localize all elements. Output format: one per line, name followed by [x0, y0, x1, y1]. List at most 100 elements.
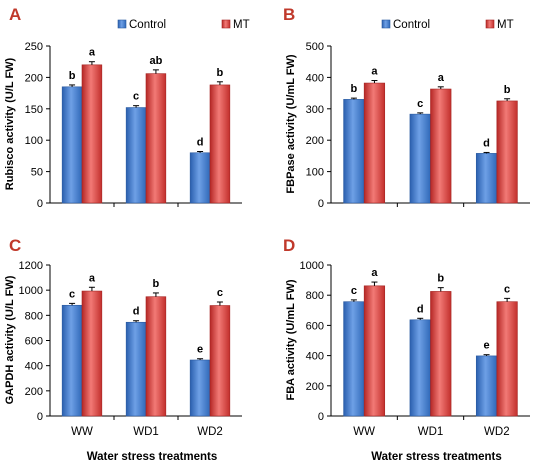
- significance-letter: d: [197, 137, 204, 149]
- panel-letter: C: [9, 236, 21, 255]
- x-category-label: WW: [353, 426, 375, 438]
- significance-letter: a: [438, 72, 445, 84]
- bar-control: [125, 107, 147, 204]
- y-tick-label: 100: [306, 167, 324, 179]
- bar-control: [189, 152, 211, 204]
- y-tick-label: 200: [306, 135, 324, 147]
- bar-mt: [81, 290, 103, 417]
- significance-letter: b: [437, 273, 444, 285]
- x-axis-title: Water stress treatments: [87, 451, 218, 463]
- bar-mt: [496, 301, 518, 417]
- bar-control: [189, 359, 211, 417]
- y-tick-label: 150: [25, 104, 43, 116]
- legend-swatch-control: [381, 19, 391, 29]
- y-tick-label: 600: [25, 336, 43, 348]
- bar-control: [409, 319, 431, 417]
- bar-mt: [81, 64, 103, 204]
- bar-mt: [363, 285, 386, 417]
- significance-letter: a: [89, 47, 96, 59]
- y-tick-label: 300: [306, 104, 324, 116]
- y-tick-label: 0: [37, 411, 43, 423]
- significance-letter: b: [153, 278, 160, 290]
- bar-mt: [145, 296, 167, 417]
- significance-letter: d: [483, 137, 490, 149]
- y-axis-title: FBPase activity (U/mL FW): [285, 54, 297, 193]
- bar-control: [343, 301, 365, 417]
- significance-letter: b: [351, 83, 358, 95]
- legend: Control MT: [117, 19, 250, 31]
- bar-control: [343, 99, 365, 204]
- bar-control: [125, 321, 147, 417]
- significance-letter: c: [504, 283, 510, 295]
- y-axis-title: Rubisco activity (U/L FW): [4, 57, 16, 190]
- significance-letter: e: [197, 344, 203, 356]
- legend: Control MT: [381, 19, 514, 31]
- bar-mt: [363, 82, 386, 204]
- significance-letter: b: [217, 67, 224, 79]
- significance-letter: a: [371, 66, 378, 78]
- x-category-label: WD1: [418, 426, 444, 438]
- x-category-label: WD2: [197, 426, 223, 438]
- bar-mt: [145, 73, 167, 204]
- significance-letter: ab: [149, 55, 162, 67]
- y-tick-label: 500: [306, 41, 324, 53]
- x-category-label: WD1: [133, 426, 159, 438]
- bar-mt: [209, 84, 231, 204]
- bar-control: [61, 304, 83, 417]
- y-tick-label: 400: [25, 361, 43, 373]
- y-axis-title: FBA activity (U/mL FW): [285, 279, 297, 400]
- y-tick-label: 200: [306, 381, 324, 393]
- legend-label-mt: MT: [497, 19, 514, 31]
- y-tick-label: 250: [25, 41, 43, 53]
- y-tick-label: 400: [306, 72, 324, 84]
- y-tick-label: 800: [25, 310, 43, 322]
- y-tick-label: 600: [306, 320, 324, 332]
- bar-mt: [430, 291, 452, 417]
- chart-panel-b: B FBPase activity (U/mL FW) 0 100 200 300 400 5…: [283, 5, 530, 210]
- chart-panel-d: D FBA activity (U/mL FW) 0 200 400 600 800 1000…: [283, 236, 530, 463]
- y-tick-label: 0: [37, 198, 43, 210]
- y-tick-label: 1000: [19, 285, 43, 297]
- panel-letter: A: [9, 5, 21, 24]
- bar-mt: [209, 305, 231, 417]
- legend-swatch-control: [117, 19, 127, 29]
- y-tick-label: 100: [25, 135, 43, 147]
- legend-label-mt: MT: [233, 19, 250, 31]
- significance-letter: c: [351, 285, 357, 297]
- y-tick-label: 400: [306, 351, 324, 363]
- bar-control: [409, 113, 431, 204]
- significance-letter: c: [217, 287, 223, 299]
- significance-letter: b: [504, 84, 511, 96]
- significance-letter: b: [69, 70, 76, 82]
- bar-control: [475, 153, 498, 204]
- panel-letter: B: [283, 5, 295, 24]
- bar-control: [475, 355, 498, 417]
- y-tick-label: 50: [31, 167, 43, 179]
- x-category-label: WD2: [484, 426, 510, 438]
- chart-panel-c: C GAPDH activity (U/L FW) 0 200 400 600 800 100…: [4, 236, 242, 463]
- significance-letter: c: [133, 91, 139, 103]
- panel-letter: D: [283, 236, 295, 255]
- y-tick-label: 800: [306, 290, 324, 302]
- significance-letter: a: [89, 272, 96, 284]
- legend-label-control: Control: [129, 19, 166, 31]
- x-axis-title: Water stress treatments: [371, 451, 502, 463]
- significance-letter: a: [371, 267, 378, 279]
- y-tick-label: 1200: [19, 260, 43, 272]
- significance-letter: d: [133, 306, 140, 318]
- legend-swatch-mt: [221, 19, 231, 29]
- significance-letter: c: [69, 288, 75, 300]
- bar-mt: [430, 88, 452, 204]
- y-axis-title: GAPDH activity (U/L FW): [4, 275, 16, 404]
- y-tick-label: 200: [25, 72, 43, 84]
- significance-letter: e: [483, 340, 489, 352]
- bar-control: [61, 86, 83, 204]
- x-category-label: WW: [71, 426, 93, 438]
- legend-swatch-mt: [485, 19, 495, 29]
- significance-letter: d: [417, 303, 424, 315]
- y-tick-label: 0: [318, 198, 324, 210]
- legend-label-control: Control: [393, 19, 430, 31]
- bar-mt: [496, 100, 518, 204]
- chart-panel-a: A Rubisco activity (U/L FW) 0 50 100 150 200 25…: [4, 5, 250, 210]
